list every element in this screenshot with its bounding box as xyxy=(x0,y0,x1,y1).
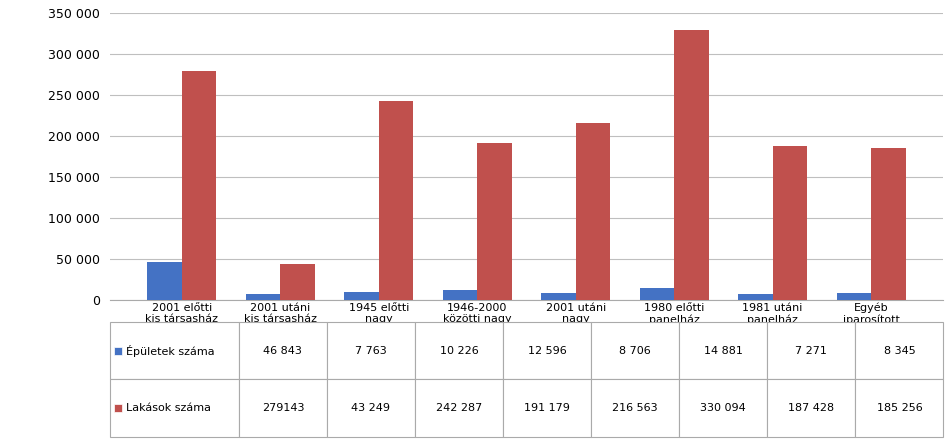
Text: 14 881: 14 881 xyxy=(704,346,742,355)
Text: 242 287: 242 287 xyxy=(435,403,482,413)
Text: 46 843: 46 843 xyxy=(263,346,302,355)
Text: 330 094: 330 094 xyxy=(700,403,745,413)
Text: Lakások száma: Lakások száma xyxy=(126,403,211,413)
Bar xyxy=(148,262,182,300)
Bar xyxy=(836,293,870,300)
Bar xyxy=(443,290,477,300)
Bar xyxy=(575,123,609,300)
Text: 185 256: 185 256 xyxy=(876,403,922,413)
Bar xyxy=(772,146,806,300)
Bar xyxy=(870,148,904,300)
Bar xyxy=(541,293,575,300)
Bar xyxy=(280,265,314,300)
Text: 10 226: 10 226 xyxy=(439,346,478,355)
Text: 7 763: 7 763 xyxy=(355,346,387,355)
Text: 187 428: 187 428 xyxy=(787,403,834,413)
Bar xyxy=(246,294,280,300)
Text: 43 249: 43 249 xyxy=(351,403,390,413)
Text: 12 596: 12 596 xyxy=(527,346,565,355)
Text: 279143: 279143 xyxy=(262,403,304,413)
Text: 8 706: 8 706 xyxy=(619,346,650,355)
Text: 216 563: 216 563 xyxy=(612,403,657,413)
Bar xyxy=(182,71,216,300)
Bar xyxy=(639,288,673,300)
Text: 191 179: 191 179 xyxy=(524,403,569,413)
Bar xyxy=(344,292,379,300)
Text: 8 345: 8 345 xyxy=(883,346,914,355)
Bar xyxy=(673,30,708,300)
Text: Épületek száma: Épületek száma xyxy=(126,344,214,357)
Bar xyxy=(738,294,772,300)
Bar xyxy=(379,101,413,300)
Text: 7 271: 7 271 xyxy=(795,346,826,355)
Bar xyxy=(477,143,511,300)
